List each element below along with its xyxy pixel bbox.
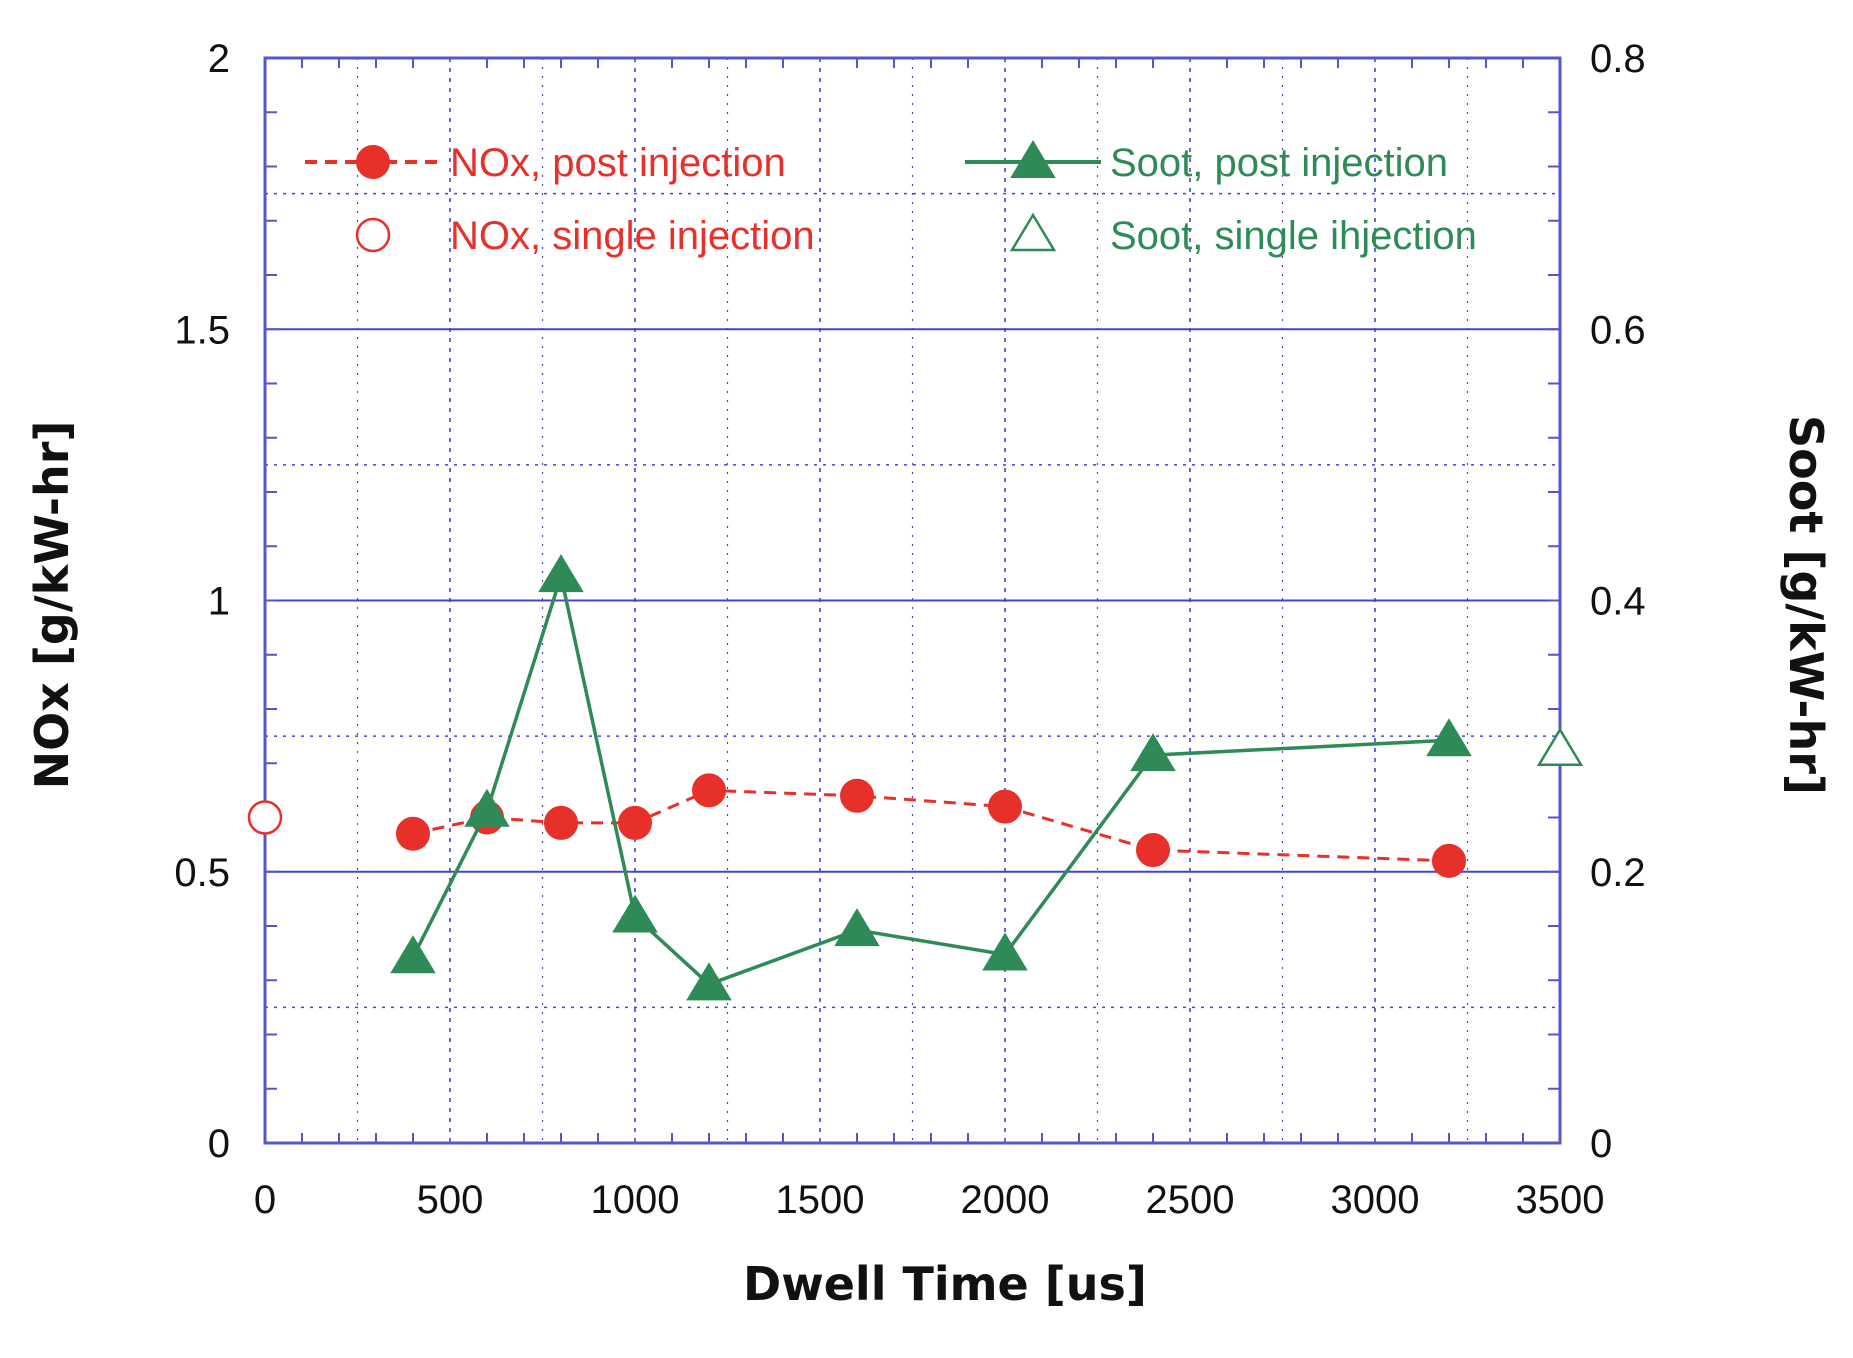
y2-axis-title: Soot [g/kW-hr]: [1779, 415, 1833, 795]
soot-post-injection-point: [464, 788, 510, 827]
x-tick-label: 1000: [591, 1178, 680, 1222]
soot-post-injection-point: [686, 962, 732, 1001]
y2-tick-label: 0.6: [1590, 308, 1646, 352]
nox-post-injection-point: [544, 805, 578, 840]
legend-marker: [355, 217, 391, 253]
nox-post-injection-point: [396, 816, 430, 851]
series: [247, 554, 1584, 1001]
minor-ticks: [265, 57, 1560, 1144]
grid: [265, 58, 1560, 1143]
y-tick-label: 1: [208, 580, 230, 624]
x-tick-label: 0: [254, 1178, 276, 1222]
y-tick-label: 1.5: [174, 308, 230, 352]
soot-post-injection-point: [390, 935, 436, 974]
soot-post-injection-point: [538, 554, 584, 593]
legend-label: NOx, single injection: [450, 214, 815, 258]
legend-label: Soot, post injection: [1110, 141, 1448, 185]
legend-label: Soot, single ihjection: [1110, 214, 1477, 258]
x-tick-label: 500: [417, 1178, 484, 1222]
y-tick-labels: 0 0.5 1 1.5 2: [174, 37, 230, 1166]
y2-tick-labels: 0 0.2 0.4 0.6 0.8: [1590, 37, 1646, 1166]
y2-tick-label: 0.4: [1590, 580, 1646, 624]
y-tick-label: 0: [208, 1122, 230, 1166]
legend-marker: [1010, 140, 1056, 178]
x-tick-labels: 0 500 1000 1500 2000 2500 3000 3500: [254, 1178, 1605, 1222]
nox-post-injection-point: [840, 778, 874, 813]
legend: NOx, post injection Soot, post injection N…: [305, 140, 1477, 258]
x-tick-label: 2000: [961, 1178, 1050, 1222]
soot-post-injection-point: [1130, 733, 1176, 772]
nox-post-injection-point: [1432, 843, 1466, 878]
x-tick-label: 1500: [776, 1178, 865, 1222]
soot-single-ihjection-point: [1536, 727, 1584, 766]
legend-marker: [1009, 212, 1057, 252]
y2-tick-label: 0.2: [1590, 851, 1646, 895]
y2-tick-label: 0: [1590, 1122, 1612, 1166]
soot-post-injection-point: [612, 894, 658, 933]
legend-label: NOx, post injection: [450, 141, 786, 185]
y-tick-label: 0.5: [174, 851, 230, 895]
x-axis-title: Dwell Time [us]: [743, 1257, 1147, 1311]
x-tick-label: 3500: [1516, 1178, 1605, 1222]
soot-post-injection-point: [834, 908, 880, 947]
nox-post-injection-point: [692, 773, 726, 808]
nox-post-injection-point: [618, 805, 652, 840]
legend-marker: [356, 145, 390, 179]
x-tick-label: 2500: [1146, 1178, 1235, 1222]
soot-post-injection-point: [1426, 718, 1472, 757]
y2-tick-label: 0.8: [1590, 37, 1646, 81]
nox-post-injection-point: [988, 789, 1022, 824]
soot-post-injection-point: [982, 932, 1028, 971]
y-axis-title: NOx [g/kW-hr]: [25, 421, 79, 790]
soot-post-injection-line: [411, 569, 1450, 987]
x-tick-label: 3000: [1331, 1178, 1420, 1222]
nox-single-injection-point: [247, 800, 283, 835]
y-tick-label: 2: [208, 37, 230, 81]
nox-post-injection-point: [1136, 833, 1170, 868]
